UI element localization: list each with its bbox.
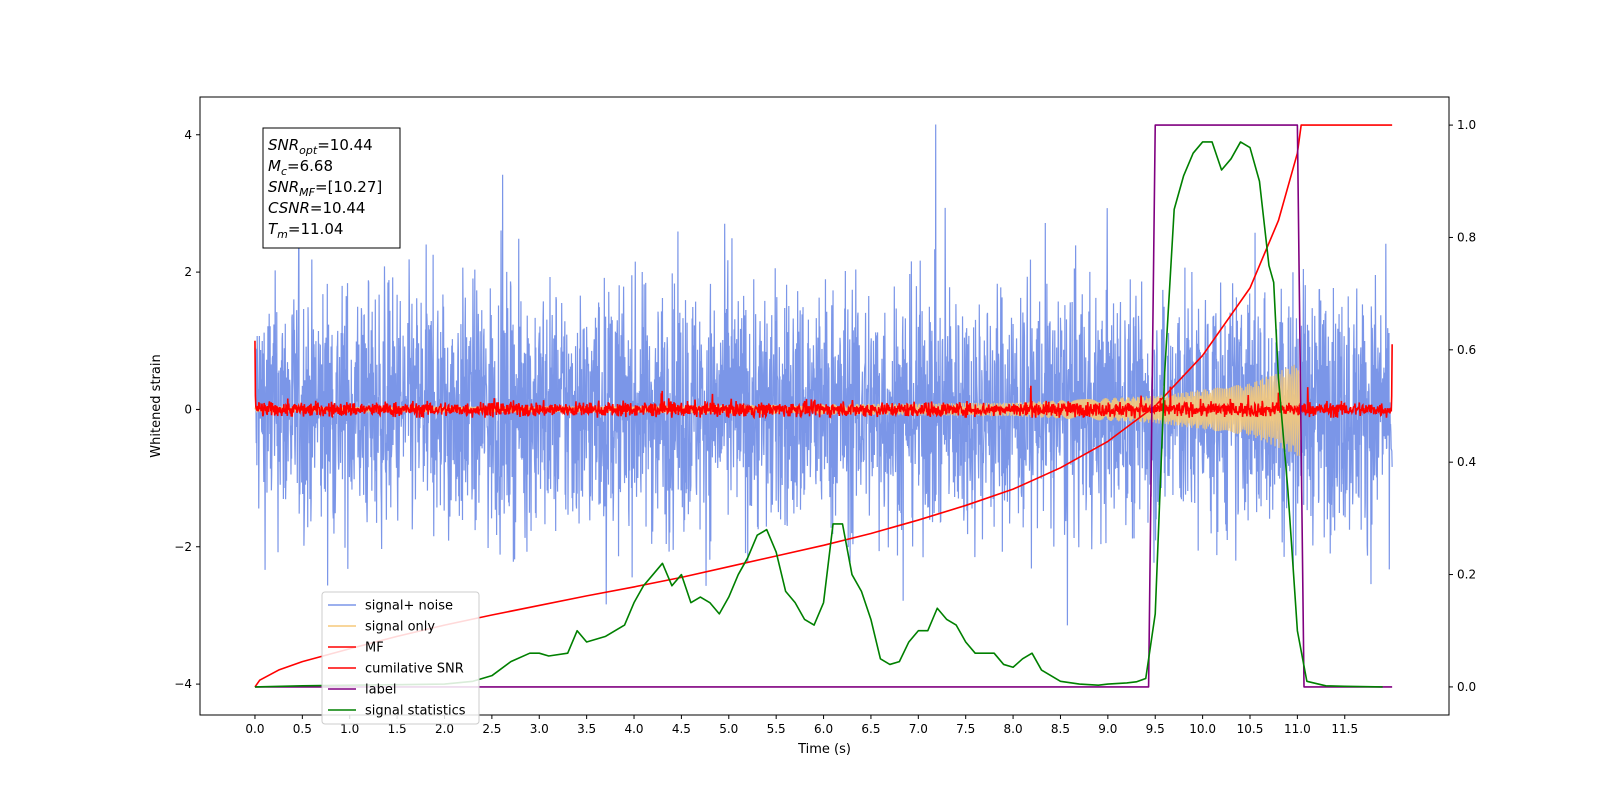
x-tick-label: 4.0 xyxy=(624,722,643,736)
legend-label: signal only xyxy=(365,620,435,635)
x-tick-label: 3.0 xyxy=(530,722,549,736)
x-tick-label: 3.5 xyxy=(577,722,596,736)
annotation-line: CSNR=10.44 xyxy=(268,199,365,217)
y2-tick-label: 0.0 xyxy=(1457,680,1476,694)
annotation-line: Tm=11.04 xyxy=(268,220,343,241)
x-axis-label: Time (s) xyxy=(797,742,851,757)
y-tick-label: −2 xyxy=(174,540,192,554)
x-tick-label: 6.0 xyxy=(814,722,833,736)
y2-tick-label: 1.0 xyxy=(1457,118,1476,132)
x-tick-label: 1.0 xyxy=(340,722,359,736)
legend: signal+ noise signal only MF cumilative SNR… xyxy=(321,591,480,725)
y-tick-label: −4 xyxy=(174,677,192,691)
x-tick-label: 5.0 xyxy=(719,722,738,736)
series-signal-only xyxy=(254,364,1302,456)
x-tick-label: 10.0 xyxy=(1189,722,1216,736)
x-tick-label: 7.0 xyxy=(909,722,928,736)
legend-frame xyxy=(321,591,480,725)
plot-frame xyxy=(199,96,1450,716)
legend-label: signal+ noise xyxy=(365,599,453,614)
x-tick-label: 11.0 xyxy=(1284,722,1311,736)
series-mf xyxy=(254,340,1393,420)
legend-label: cumilative SNR xyxy=(365,662,464,677)
annotation-box: SNRopt=10.44Mc=6.68SNRMF=[10.27]CSNR=10.… xyxy=(262,127,401,249)
annotation-line: SNRopt=10.44 xyxy=(268,136,373,157)
y2-tick-label: 0.6 xyxy=(1457,343,1476,357)
x-tick-label: 0.5 xyxy=(293,722,312,736)
x-tick-label: 0.0 xyxy=(245,722,264,736)
y2-tick-label: 0.2 xyxy=(1457,568,1476,582)
x-tick-label: 10.5 xyxy=(1237,722,1264,736)
x-tick-label: 11.5 xyxy=(1331,722,1358,736)
x-tick-label: 9.5 xyxy=(1146,722,1165,736)
x-tick-label: 8.0 xyxy=(1004,722,1023,736)
x-tick-label: 4.5 xyxy=(672,722,691,736)
legend-label: label xyxy=(365,683,396,698)
legend-label: signal statistics xyxy=(365,704,466,719)
x-tick-label: 1.5 xyxy=(388,722,407,736)
y-axis-label: Whitened strain xyxy=(149,354,164,457)
series-signal-statistics xyxy=(254,141,1383,688)
y2-tick-label: 0.4 xyxy=(1457,455,1476,469)
x-tick-label: 2.0 xyxy=(435,722,454,736)
axes-layer: 0.0 0.5 1.0 1.5 2.0 2.5 3.0 3.5 4.0 4.5 5.0 5.5 6.0 6… xyxy=(149,118,1476,757)
x-tick-label: 6.5 xyxy=(861,722,880,736)
y-tick-label: 4 xyxy=(184,128,192,142)
y-tick-label: 2 xyxy=(184,265,192,279)
annotation-line: SNRMF=[10.27] xyxy=(268,178,382,199)
annotation-frame xyxy=(262,127,401,249)
x-tick-label: 8.5 xyxy=(1051,722,1070,736)
y2-tick-label: 0.8 xyxy=(1457,230,1476,244)
series-label xyxy=(254,124,1393,688)
y-tick-label: 0 xyxy=(184,402,192,416)
series-signal-noise xyxy=(254,124,1393,626)
legend-label: MF xyxy=(365,641,384,656)
x-tick-label: 9.0 xyxy=(1098,722,1117,736)
x-tick-label: 7.5 xyxy=(956,722,975,736)
x-tick-label: 5.5 xyxy=(767,722,786,736)
x-tick-label: 2.5 xyxy=(482,722,501,736)
annotation-line: Mc=6.68 xyxy=(268,157,333,178)
